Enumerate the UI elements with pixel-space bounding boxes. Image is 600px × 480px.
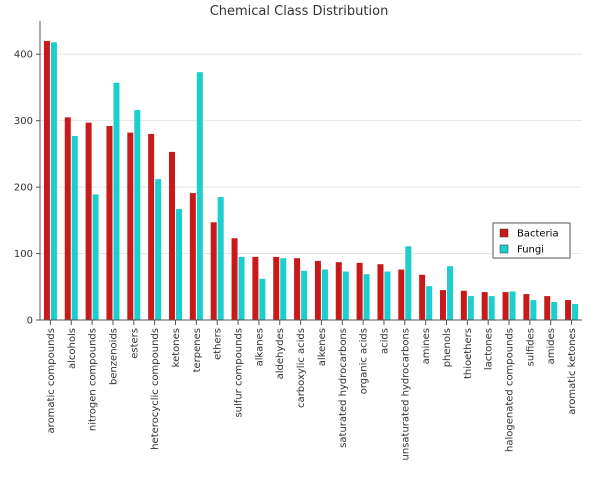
x-tick-label: sulfur compounds bbox=[234, 328, 245, 418]
x-tick-label: benzenoids bbox=[108, 328, 119, 385]
bar-fungi bbox=[196, 72, 203, 320]
x-tick-label: aromatic ketones bbox=[567, 328, 578, 415]
bar-bacteria bbox=[565, 300, 572, 320]
bar-bacteria bbox=[273, 256, 280, 320]
bar-fungi bbox=[384, 271, 391, 320]
axes bbox=[39, 21, 582, 321]
x-tick-label: phenols bbox=[442, 328, 453, 367]
x-tick-label: organic acids bbox=[359, 328, 370, 394]
bar-fungi bbox=[280, 258, 287, 320]
legend-swatch-fungi bbox=[499, 244, 509, 254]
bar-bacteria bbox=[169, 151, 175, 320]
legend-swatch-bacteria bbox=[499, 228, 509, 238]
x-tick-label: sulfides bbox=[525, 328, 536, 366]
bar-bacteria bbox=[419, 274, 426, 320]
bar-fungi bbox=[259, 278, 266, 320]
bar-bacteria bbox=[335, 262, 342, 320]
y-tick-label: 400 bbox=[14, 50, 33, 61]
x-tick-label: thioethers bbox=[463, 328, 474, 379]
x-tick-label: heterocyclic compounds bbox=[150, 328, 161, 450]
x-tick-label: alcohols bbox=[67, 328, 78, 369]
bar-fungi bbox=[71, 135, 78, 320]
bar-fungi bbox=[488, 296, 495, 320]
x-tick-label: amides bbox=[546, 328, 557, 364]
bar-fungi bbox=[551, 302, 558, 320]
bar-fungi bbox=[176, 209, 182, 320]
x-tick-label: carboxylic acids bbox=[296, 328, 307, 408]
bar-fungi bbox=[155, 179, 162, 320]
grid-lines bbox=[40, 53, 582, 321]
bar-fungi bbox=[50, 42, 57, 321]
bar-fungi bbox=[342, 271, 349, 320]
legend: Bacteria Fungi bbox=[492, 222, 571, 259]
bar-fungi bbox=[509, 291, 516, 320]
x-tick-label: terpenes bbox=[192, 328, 203, 372]
bar-bacteria bbox=[294, 258, 301, 320]
bar-fungi bbox=[217, 197, 224, 320]
bar-fungi bbox=[447, 266, 453, 320]
bar-bacteria bbox=[314, 260, 321, 320]
x-tick-label: saturated hydrocarbons bbox=[338, 328, 349, 448]
x-tick-label: halogenated compounds bbox=[505, 328, 516, 452]
bar-bacteria bbox=[43, 40, 50, 320]
y-tick-label: 200 bbox=[14, 183, 33, 194]
bar-bacteria bbox=[210, 222, 217, 320]
x-ticks: aromatic compounds alcohols nitrogen compo… bbox=[46, 320, 578, 460]
bar-fungi bbox=[238, 256, 245, 320]
bar-fungi bbox=[530, 300, 537, 320]
y-ticks: 0 100 200 300 400 bbox=[14, 50, 40, 327]
bar-bacteria bbox=[356, 262, 363, 320]
chart-title: Chemical Class Distribution bbox=[210, 4, 389, 19]
legend-label-fungi: Fungi bbox=[517, 245, 544, 256]
bar-fungi bbox=[321, 269, 328, 320]
bar-bacteria bbox=[544, 296, 551, 320]
bar-bacteria bbox=[127, 132, 134, 320]
x-tick-label: alkanes bbox=[254, 328, 265, 366]
y-tick-label: 0 bbox=[27, 316, 33, 327]
bars bbox=[43, 40, 579, 321]
x-tick-label: nitrogen compounds bbox=[88, 328, 99, 431]
bar-bacteria bbox=[106, 125, 113, 320]
x-tick-label: ketones bbox=[171, 328, 182, 367]
bar-fungi bbox=[572, 304, 579, 320]
bar-bacteria bbox=[64, 117, 71, 320]
bar-fungi bbox=[134, 110, 141, 320]
legend-label-bacteria: Bacteria bbox=[517, 229, 559, 240]
bar-fungi bbox=[92, 194, 99, 320]
bar-fungi bbox=[426, 286, 433, 320]
bar-fungi bbox=[113, 82, 120, 320]
bar-bacteria bbox=[189, 193, 196, 320]
x-tick-label: ethers bbox=[213, 328, 224, 360]
bar-fungi bbox=[405, 246, 412, 320]
bar-bacteria bbox=[523, 294, 530, 320]
x-tick-label: lactones bbox=[484, 328, 495, 370]
bar-bacteria bbox=[148, 133, 155, 320]
x-tick-label: unsaturated hydrocarbons bbox=[400, 328, 411, 460]
bar-bacteria bbox=[252, 256, 259, 320]
bar-bacteria bbox=[231, 238, 238, 320]
bar-bacteria bbox=[377, 264, 384, 320]
bar-bacteria bbox=[460, 290, 467, 320]
x-tick-label: aldehydes bbox=[275, 328, 286, 379]
y-tick-label: 100 bbox=[14, 249, 33, 260]
bar-fungi bbox=[467, 296, 474, 320]
x-tick-label: amines bbox=[421, 328, 432, 364]
x-tick-label: esters bbox=[129, 328, 140, 359]
x-tick-label: acids bbox=[379, 328, 390, 354]
bar-bacteria bbox=[398, 269, 405, 320]
bar-bacteria bbox=[502, 292, 509, 320]
bar-bacteria bbox=[440, 290, 446, 320]
bar-fungi bbox=[301, 270, 308, 320]
bar-fungi bbox=[363, 274, 370, 320]
x-tick-label: alkenes bbox=[317, 328, 328, 366]
bar-bacteria bbox=[481, 292, 488, 320]
x-tick-label: aromatic compounds bbox=[46, 328, 57, 433]
y-tick-label: 300 bbox=[14, 116, 33, 127]
bar-bacteria bbox=[85, 122, 92, 320]
